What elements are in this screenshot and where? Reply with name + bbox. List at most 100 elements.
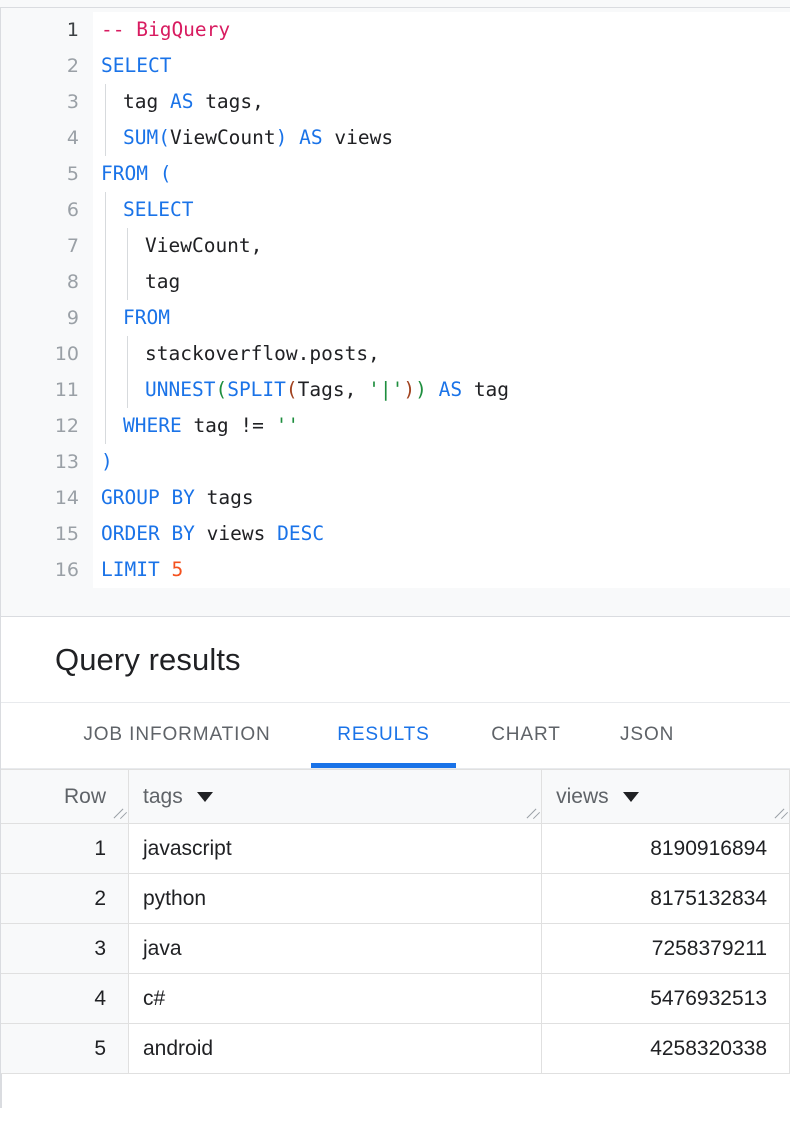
cell-row-number: 1 xyxy=(1,823,129,874)
code-line[interactable]: 8 tag xyxy=(1,264,790,300)
code-token: 5 xyxy=(171,558,184,581)
code-tokens: SUM(ViewCount) AS views xyxy=(93,120,393,156)
code-tokens: tag xyxy=(93,264,180,300)
code-token: SPLIT xyxy=(227,378,286,401)
code-line[interactable]: 4 SUM(ViewCount) AS views xyxy=(1,120,790,156)
code-line[interactable]: 5 FROM ( xyxy=(1,156,790,192)
results-table-body: 1 javascript 8190916894 2 python 8175132834 3 j… xyxy=(1,823,790,1074)
line-number: 1 xyxy=(66,19,79,41)
table-row[interactable]: 4 c# 5476932513 xyxy=(1,973,790,1024)
code-token: -- BigQuery xyxy=(101,18,231,41)
code-tokens: FROM xyxy=(93,300,170,336)
code-line[interactable]: 10 stackoverflow.posts, xyxy=(1,336,790,372)
chevron-down-icon[interactable] xyxy=(622,791,639,802)
code-line-content[interactable]: tag xyxy=(93,264,790,300)
code-token xyxy=(148,162,160,185)
code-token: views xyxy=(322,126,394,149)
code-line[interactable]: 14 GROUP BY tags xyxy=(1,480,790,516)
code-tokens: ORDER BY views DESC xyxy=(93,516,324,552)
column-resize-handle-row[interactable] xyxy=(111,807,125,821)
code-line[interactable]: 15 ORDER BY views DESC xyxy=(1,516,790,552)
code-line[interactable]: 2 SELECT xyxy=(1,48,790,84)
code-line[interactable]: 13) xyxy=(1,444,790,480)
code-line-content[interactable]: ORDER BY views DESC xyxy=(93,516,790,552)
results-table: Row tags views xyxy=(1,769,790,1074)
table-row[interactable]: 3 java 7258379211 xyxy=(1,923,790,974)
chevron-down-icon[interactable] xyxy=(196,791,213,802)
code-line[interactable]: 11 UNNEST(SPLIT(Tags, '|')) AS tag xyxy=(1,372,790,408)
code-line[interactable]: 3 tag AS tags, xyxy=(1,84,790,120)
code-line[interactable]: 9 FROM xyxy=(1,300,790,336)
code-token: SUM xyxy=(123,126,159,149)
column-resize-handle-tags[interactable] xyxy=(524,807,538,821)
code-tokens: WHERE tag != '' xyxy=(93,408,299,444)
line-number: 9 xyxy=(66,307,79,329)
column-header-row[interactable]: Row xyxy=(1,769,129,824)
code-line-content[interactable]: -- BigQuery xyxy=(93,12,790,48)
code-line[interactable]: 6 SELECT xyxy=(1,192,790,228)
code-tokens: UNNEST(SPLIT(Tags, '|')) AS tag xyxy=(93,372,509,408)
code-token: ) xyxy=(415,378,427,401)
code-line[interactable]: 1 -- BigQuery xyxy=(1,12,790,48)
indent-guide xyxy=(105,120,106,156)
cell-views: 8175132834 xyxy=(541,873,790,924)
code-line-content[interactable]: GROUP BY tags xyxy=(93,480,790,516)
code-line-content[interactable]: FROM ( xyxy=(93,156,790,192)
query-results-panel: Query results JOB INFORMATION RESULTS CHAR… xyxy=(0,617,790,1108)
code-token: tag xyxy=(145,270,181,293)
tab-json[interactable]: JSON xyxy=(596,702,698,768)
code-token: tag != xyxy=(181,414,276,437)
tab-job-information-label: JOB INFORMATION xyxy=(83,724,271,745)
column-resize-handle-views[interactable] xyxy=(772,807,786,821)
code-line[interactable]: 12 WHERE tag != '' xyxy=(1,408,790,444)
column-header-tags[interactable]: tags xyxy=(128,769,543,824)
cell-tags: c# xyxy=(128,973,543,1024)
editor-empty-area[interactable] xyxy=(1,588,790,616)
cell-tags: android xyxy=(128,1023,543,1074)
code-line[interactable]: 16 LIMIT 5 xyxy=(1,552,790,588)
tab-chart[interactable]: CHART xyxy=(456,702,596,768)
code-line[interactable]: 7 ViewCount, xyxy=(1,228,790,264)
tab-job-information[interactable]: JOB INFORMATION xyxy=(43,702,311,768)
table-row[interactable]: 1 javascript 8190916894 xyxy=(1,823,790,874)
indent-guide xyxy=(105,228,106,264)
code-tokens: FROM ( xyxy=(93,156,171,192)
code-token: LIMIT xyxy=(101,558,160,581)
code-lines-container[interactable]: 1 -- BigQuery 2 SELECT 3 tag AS tags, 4 SUM(Vie… xyxy=(1,12,790,588)
code-tokens: SELECT xyxy=(93,48,171,84)
table-header-row: Row tags views xyxy=(1,769,790,824)
code-token: AS xyxy=(169,90,194,113)
code-line-content[interactable]: SELECT xyxy=(93,192,790,228)
indent-guide xyxy=(127,264,128,300)
tab-results[interactable]: RESULTS xyxy=(311,702,456,768)
indent-guide xyxy=(105,192,106,228)
line-number: 16 xyxy=(54,559,79,581)
results-tabs[interactable]: JOB INFORMATION RESULTS CHART JSON xyxy=(1,703,790,769)
code-line-content[interactable]: WHERE tag != '' xyxy=(93,408,790,444)
indent-guide xyxy=(105,300,106,336)
code-line-content[interactable]: stackoverflow.posts, xyxy=(93,336,790,372)
cell-tags: python xyxy=(128,873,543,924)
column-header-views[interactable]: views xyxy=(541,769,790,824)
code-line-content[interactable]: SELECT xyxy=(93,48,790,84)
code-tokens: ViewCount, xyxy=(93,228,262,264)
indent-guide xyxy=(105,408,106,444)
code-line-content[interactable]: LIMIT 5 xyxy=(93,552,790,588)
code-line-content[interactable]: FROM xyxy=(93,300,790,336)
code-tokens: LIMIT 5 xyxy=(93,552,183,588)
code-tokens: stackoverflow.posts, xyxy=(93,336,380,372)
code-token: ( xyxy=(159,162,172,185)
code-line-content[interactable]: ) xyxy=(93,444,790,480)
code-line-content[interactable]: ViewCount, xyxy=(93,228,790,264)
code-token: DESC xyxy=(277,522,325,545)
code-line-content[interactable]: SUM(ViewCount) AS views xyxy=(93,120,790,156)
cell-views: 7258379211 xyxy=(541,923,790,974)
table-row[interactable]: 2 python 8175132834 xyxy=(1,873,790,924)
code-token: ( xyxy=(215,378,228,401)
sql-editor[interactable]: 1 -- BigQuery 2 SELECT 3 tag AS tags, 4 SUM(Vie… xyxy=(0,8,790,616)
code-line-content[interactable]: UNNEST(SPLIT(Tags, '|')) AS tag xyxy=(93,372,790,408)
code-line-content[interactable]: tag AS tags, xyxy=(93,84,790,120)
table-row[interactable]: 5 android 4258320338 xyxy=(1,1023,790,1074)
cell-tags: javascript xyxy=(128,823,543,874)
code-token xyxy=(160,558,172,581)
